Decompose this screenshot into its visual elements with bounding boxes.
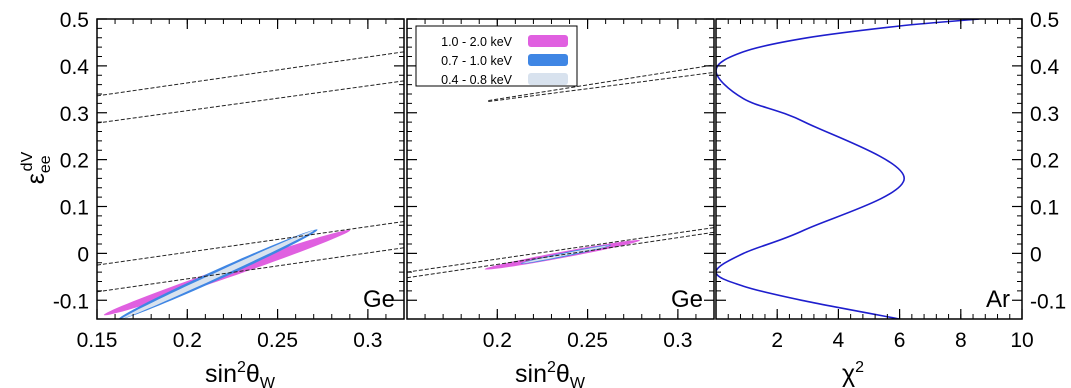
x-axis-title-left: sin2θW bbox=[205, 359, 276, 388]
y-tick-label-left: 0.4 bbox=[60, 56, 90, 79]
y-tick-label-right: 0.1 bbox=[1030, 197, 1059, 220]
dashed-line-middle-2 bbox=[407, 227, 714, 273]
y-tick-label-right: 0 bbox=[1030, 243, 1042, 266]
x-tick-label-left: 0.2 bbox=[173, 329, 202, 352]
x-axis-title-middle: sin2θW bbox=[515, 359, 586, 388]
legend-label: 0.4 - 0.8 keV bbox=[441, 73, 513, 87]
legend-swatch bbox=[528, 35, 568, 47]
legend-label: 1.0 - 2.0 keV bbox=[441, 35, 513, 49]
panel-left-plot bbox=[97, 51, 404, 319]
x-axis-title-right: χ2 bbox=[842, 359, 864, 388]
panel-left-label: Ge bbox=[363, 286, 395, 313]
legend-swatch bbox=[528, 73, 568, 85]
y-tick-label-right: 0.4 bbox=[1030, 56, 1060, 79]
x-tick-label-right: 8 bbox=[955, 329, 967, 352]
x-tick-label-right: 10 bbox=[1010, 329, 1033, 352]
y-tick-label-left: 0.3 bbox=[60, 103, 89, 126]
legend-label: 0.7 - 1.0 keV bbox=[441, 54, 513, 68]
panel-middle-label: Ge bbox=[671, 286, 703, 313]
dashed-line-middle-3 bbox=[407, 231, 714, 279]
dashed-line-middle-1 bbox=[488, 71, 714, 102]
x-tick-label-right: 4 bbox=[833, 329, 845, 352]
dashed-line-left-1 bbox=[97, 80, 404, 124]
dashed-line-left-0 bbox=[97, 51, 404, 97]
ellipse-middle-2 bbox=[522, 245, 610, 264]
y-tick-label-left: 0.5 bbox=[60, 9, 89, 32]
legend-swatch bbox=[528, 54, 568, 66]
x-tick-label-middle: 0.2 bbox=[483, 329, 512, 352]
y-tick-label-left: -0.1 bbox=[53, 290, 89, 313]
dashed-line-left-3 bbox=[97, 247, 404, 293]
dashed-line-left-2 bbox=[97, 221, 404, 266]
chi2-curve bbox=[716, 19, 980, 319]
panel-middle-plot bbox=[407, 64, 714, 279]
x-tick-label-left: 0.15 bbox=[77, 329, 118, 352]
panel-right-label: Ar bbox=[986, 286, 1010, 313]
y-tick-label-right: 0.2 bbox=[1030, 150, 1059, 173]
y-axis-title: εeedV bbox=[19, 151, 54, 184]
panel-right-plot bbox=[716, 19, 980, 319]
x-tick-label-left: 0.3 bbox=[353, 329, 382, 352]
y-tick-label-right: -0.1 bbox=[1030, 290, 1066, 313]
dashed-line-middle-0 bbox=[488, 64, 714, 102]
x-tick-label-right: 6 bbox=[894, 329, 906, 352]
y-tick-label-left: 0.1 bbox=[60, 197, 89, 220]
legend: 1.0 - 2.0 keV 0.7 - 1.0 keV 0.4 - 0.8 keV bbox=[415, 25, 578, 87]
x-tick-label-middle: 0.3 bbox=[663, 329, 692, 352]
y-tick-label-right: 0.5 bbox=[1030, 9, 1059, 32]
y-tick-label-right: 0.3 bbox=[1030, 103, 1059, 126]
x-tick-label-middle: 0.25 bbox=[567, 329, 608, 352]
y-tick-label-left: 0.2 bbox=[60, 150, 89, 173]
panel-right-frame bbox=[715, 18, 1023, 320]
x-tick-label-left: 0.25 bbox=[257, 329, 298, 352]
panel-left-frame bbox=[96, 18, 405, 320]
y-tick-label-left: 0 bbox=[77, 243, 89, 266]
x-tick-label-right: 2 bbox=[771, 329, 783, 352]
